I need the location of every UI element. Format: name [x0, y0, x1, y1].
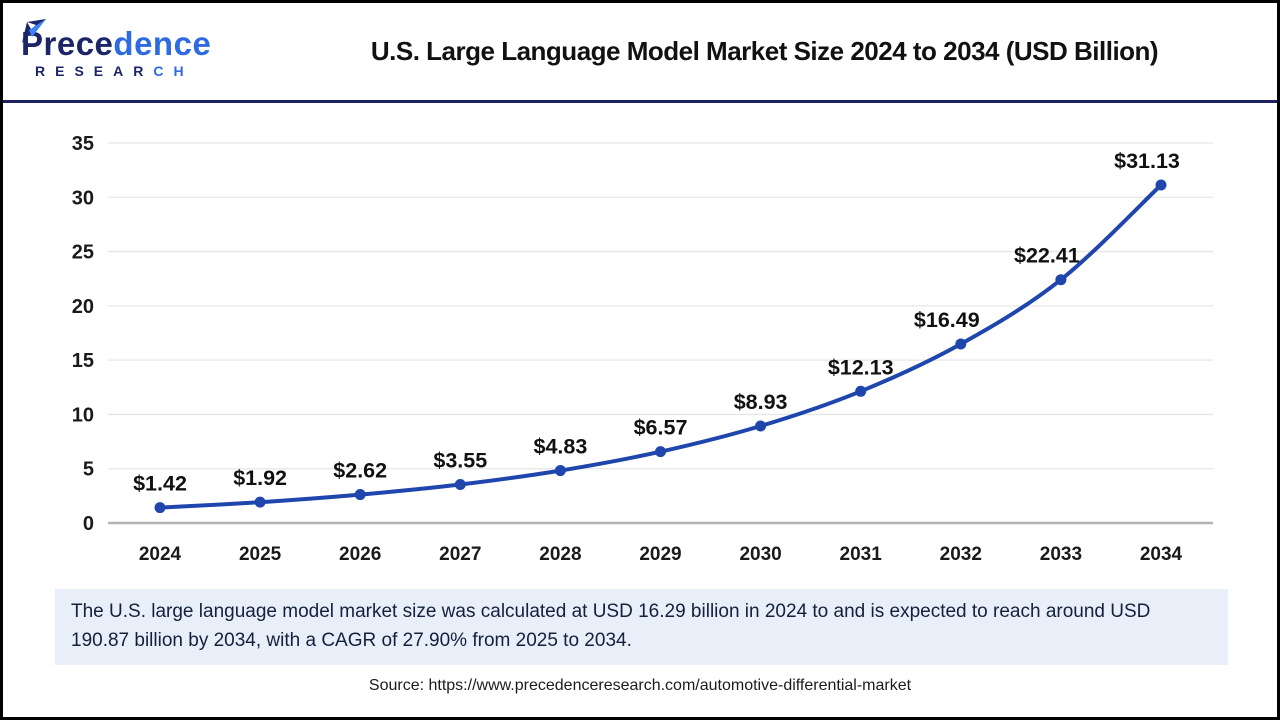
- data-label: $3.55: [433, 448, 487, 472]
- x-tick-label: 2031: [840, 544, 883, 565]
- data-point: [454, 478, 466, 490]
- logo-subtitle: RESEARCH: [21, 64, 276, 78]
- data-point: [855, 385, 867, 397]
- y-tick-label: 5: [83, 459, 94, 481]
- logo-wordmark-dark: Prece: [21, 25, 114, 62]
- y-tick-label: 10: [72, 404, 94, 426]
- x-tick-label: 2026: [339, 544, 381, 565]
- y-tick-label: 35: [72, 133, 94, 155]
- y-tick-label: 30: [72, 187, 94, 209]
- data-label: $8.93: [734, 390, 788, 414]
- summary-note-text: The U.S. large language model market siz…: [71, 601, 1151, 651]
- data-label: $31.13: [1114, 149, 1180, 173]
- data-label: $16.49: [914, 308, 980, 332]
- y-tick-label: 25: [72, 242, 94, 264]
- brand-logo: Precedence RESEARCH: [21, 19, 276, 78]
- y-tick-label: 20: [72, 296, 94, 318]
- x-tick-label: 2028: [539, 544, 581, 565]
- x-tick-label: 2032: [940, 544, 982, 565]
- data-point: [254, 496, 266, 508]
- data-label: $22.41: [1014, 244, 1080, 268]
- chart-area: 0 5 10 15 20 25 30 35 2024 2025 2026 2027 2028 2029 20…: [3, 103, 1277, 583]
- logo-subtitle-blue: CH: [153, 63, 194, 79]
- header: Precedence RESEARCH U.S. Large Language …: [3, 3, 1277, 103]
- x-tick-label: 2027: [439, 544, 481, 565]
- title-wrap: U.S. Large Language Model Market Size 20…: [276, 36, 1267, 67]
- data-point: [755, 420, 767, 432]
- data-point: [655, 446, 666, 458]
- source-row: Source: https://www.precedenceresearch.c…: [3, 677, 1277, 695]
- x-tick-label: 2029: [639, 544, 681, 565]
- data-label: $1.42: [133, 472, 187, 496]
- x-tick-label: 2025: [239, 544, 282, 565]
- y-tick-label: 0: [83, 513, 94, 535]
- data-point: [1055, 274, 1067, 286]
- data-label: $6.57: [634, 416, 688, 440]
- logo-subtitle-dark: RESEAR: [35, 63, 154, 79]
- x-tick-label: 2033: [1040, 544, 1082, 565]
- y-tick-label: 15: [72, 350, 94, 372]
- data-point: [554, 465, 566, 477]
- data-point: [1155, 179, 1167, 191]
- data-label: $2.62: [333, 459, 387, 483]
- data-label: $12.13: [828, 355, 894, 379]
- data-point: [354, 489, 366, 501]
- x-tick-label: 2024: [139, 544, 182, 565]
- series-line: [158, 183, 1163, 510]
- logo-wordmark: Precedence: [21, 27, 276, 60]
- source-text: Source: https://www.precedenceresearch.c…: [368, 677, 912, 694]
- data-point: [955, 338, 967, 350]
- data-point: [154, 502, 166, 514]
- data-label: $4.83: [533, 435, 587, 459]
- summary-note: The U.S. large language model market siz…: [55, 589, 1228, 665]
- x-tick-label: 2034: [1140, 544, 1183, 565]
- data-label: $1.92: [233, 466, 287, 490]
- page-title: U.S. Large Language Model Market Size 20…: [370, 36, 1159, 66]
- logo-wordmark-blue: dence: [113, 25, 212, 62]
- x-tick-label: 2030: [739, 544, 781, 565]
- paper-plane-icon: [19, 16, 49, 51]
